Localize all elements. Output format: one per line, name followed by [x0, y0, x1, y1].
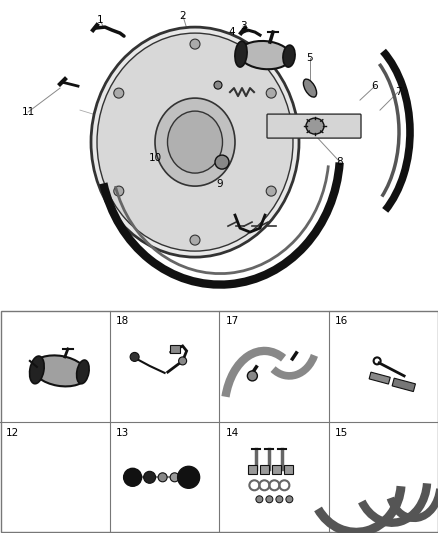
Text: 3: 3: [239, 21, 246, 31]
Circle shape: [213, 81, 222, 89]
Text: 12: 12: [6, 427, 19, 438]
Text: 7: 7: [394, 87, 400, 97]
Ellipse shape: [305, 118, 323, 134]
Ellipse shape: [167, 111, 222, 173]
Bar: [391, 378, 414, 392]
Text: 17: 17: [225, 316, 238, 326]
Bar: [368, 372, 389, 384]
Bar: [260, 465, 269, 474]
Bar: [169, 345, 179, 353]
Text: 1: 1: [96, 15, 103, 25]
Circle shape: [190, 235, 200, 245]
Text: 5: 5: [306, 53, 313, 63]
Circle shape: [247, 371, 257, 381]
Circle shape: [275, 496, 282, 503]
Circle shape: [190, 39, 200, 49]
Circle shape: [265, 186, 276, 196]
Circle shape: [255, 496, 262, 503]
FancyBboxPatch shape: [266, 114, 360, 138]
Circle shape: [180, 470, 196, 485]
Ellipse shape: [97, 33, 292, 251]
Text: 6: 6: [371, 81, 378, 91]
Ellipse shape: [283, 45, 294, 67]
Bar: [248, 465, 257, 474]
Circle shape: [178, 357, 186, 365]
Ellipse shape: [155, 98, 234, 186]
Text: 11: 11: [21, 107, 35, 117]
Ellipse shape: [234, 41, 247, 67]
Ellipse shape: [239, 41, 290, 69]
Circle shape: [124, 470, 140, 485]
Ellipse shape: [91, 27, 298, 257]
Text: 18: 18: [116, 316, 129, 326]
Circle shape: [113, 186, 124, 196]
Circle shape: [170, 473, 179, 482]
Text: 4: 4: [228, 27, 235, 37]
Circle shape: [113, 88, 124, 98]
Bar: [284, 465, 293, 474]
Text: 9: 9: [216, 179, 223, 189]
Ellipse shape: [77, 360, 89, 384]
Ellipse shape: [303, 79, 316, 97]
Circle shape: [143, 471, 155, 483]
Ellipse shape: [29, 356, 44, 384]
Circle shape: [215, 155, 229, 169]
Circle shape: [158, 473, 167, 482]
Circle shape: [265, 496, 272, 503]
Text: 16: 16: [335, 316, 348, 326]
Ellipse shape: [32, 356, 87, 386]
Text: 8: 8: [336, 157, 343, 167]
Circle shape: [285, 496, 292, 503]
Text: 15: 15: [335, 427, 348, 438]
Text: 13: 13: [116, 427, 129, 438]
Circle shape: [265, 88, 276, 98]
Bar: [272, 465, 281, 474]
Circle shape: [177, 466, 199, 488]
Text: 2: 2: [179, 11, 186, 21]
Text: 10: 10: [148, 153, 161, 163]
Text: 14: 14: [225, 427, 238, 438]
Circle shape: [124, 469, 141, 486]
Circle shape: [130, 352, 139, 361]
